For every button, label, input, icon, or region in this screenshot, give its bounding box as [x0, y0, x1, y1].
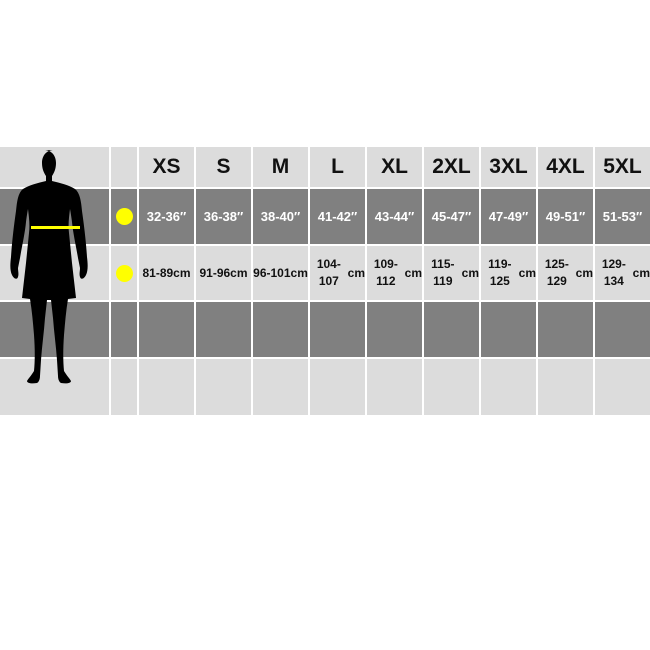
chest-cm-cell: 109-112 cm — [367, 246, 422, 300]
chest-inches-cell: 51-53″ — [595, 189, 650, 244]
chest-inches-cell: 43-44″ — [367, 189, 422, 244]
size-header: L — [310, 147, 365, 187]
size-header: S — [196, 147, 251, 187]
empty-cell — [367, 359, 422, 415]
empty-cell — [481, 359, 536, 415]
marker-cell — [111, 189, 137, 244]
size-header: 3XL — [481, 147, 536, 187]
empty-cell — [538, 302, 593, 357]
chest-measure-line — [31, 226, 80, 229]
chest-cm-cell: 119-125 cm — [481, 246, 536, 300]
yellow-dot-icon — [115, 264, 133, 282]
cm-range: 125-129 — [544, 257, 569, 288]
size-header: XL — [367, 147, 422, 187]
cm-unit: cm — [575, 265, 593, 280]
cm-unit: cm — [347, 265, 365, 280]
empty-cell — [538, 359, 593, 415]
chest-cm-cell: 91-96 cm — [196, 246, 251, 300]
size-header: 5XL — [595, 147, 650, 187]
cm-unit: cm — [632, 265, 650, 280]
figure-cell — [0, 359, 109, 415]
cm-unit: cm — [404, 265, 422, 280]
chest-inches-cell: 41-42″ — [310, 189, 365, 244]
chest-inches-cell: 49-51″ — [538, 189, 593, 244]
chest-cm-cell: 129-134 cm — [595, 246, 650, 300]
cm-range: 96-101 — [253, 265, 291, 280]
cm-range: 109-112 — [373, 257, 398, 288]
empty-cell — [253, 359, 308, 415]
empty-cell — [139, 359, 194, 415]
marker-cell — [111, 246, 137, 300]
empty-cell — [310, 359, 365, 415]
chest-inches-cell: 36-38″ — [196, 189, 251, 244]
size-header: 2XL — [424, 147, 479, 187]
chest-cm-cell: 115-119 cm — [424, 246, 479, 300]
cm-unit: cm — [173, 265, 191, 280]
marker-cell — [111, 302, 137, 357]
empty-cell — [310, 302, 365, 357]
empty-cell — [253, 302, 308, 357]
size-header: M — [253, 147, 308, 187]
chest-cm-cell: 81-89 cm — [139, 246, 194, 300]
body-silhouette-icon — [10, 150, 88, 384]
empty-cell — [595, 359, 650, 415]
chest-inches-cell: 45-47″ — [424, 189, 479, 244]
chest-cm-cell: 125-129 cm — [538, 246, 593, 300]
empty-cell — [196, 302, 251, 357]
cm-range: 119-125 — [488, 257, 512, 288]
cm-range: 129-134 — [601, 257, 626, 288]
chest-inches-cell: 47-49″ — [481, 189, 536, 244]
yellow-dot-icon — [115, 208, 133, 225]
cm-unit: cm — [461, 265, 479, 280]
empty-cell — [595, 302, 650, 357]
cm-range: 81-89 — [142, 265, 174, 280]
chest-inches-cell: 38-40″ — [253, 189, 308, 244]
cm-unit: cm — [518, 265, 536, 280]
chest-cm-cell: 104-107 cm — [310, 246, 365, 300]
size-header: XS — [139, 147, 194, 187]
marker-cell — [111, 147, 137, 187]
empty-cell — [196, 359, 251, 415]
size-chart-table: XS S M L XL 2XL 3XL 4XL 5XL 32-36″ 36-38″ 38-40″ 41-… — [0, 147, 650, 415]
size-header: 4XL — [538, 147, 593, 187]
chest-inches-cell: 32-36″ — [139, 189, 194, 244]
empty-cell — [481, 302, 536, 357]
cm-unit: cm — [290, 265, 308, 280]
cm-range: 115-119 — [431, 257, 455, 288]
cm-range: 104-107 — [316, 257, 341, 288]
empty-cell — [424, 302, 479, 357]
cm-range: 91-96 — [199, 265, 231, 280]
cm-unit: cm — [230, 265, 248, 280]
empty-cell — [424, 359, 479, 415]
marker-cell — [111, 359, 137, 415]
empty-cell — [139, 302, 194, 357]
empty-cell — [367, 302, 422, 357]
chest-cm-cell: 96-101 cm — [253, 246, 308, 300]
